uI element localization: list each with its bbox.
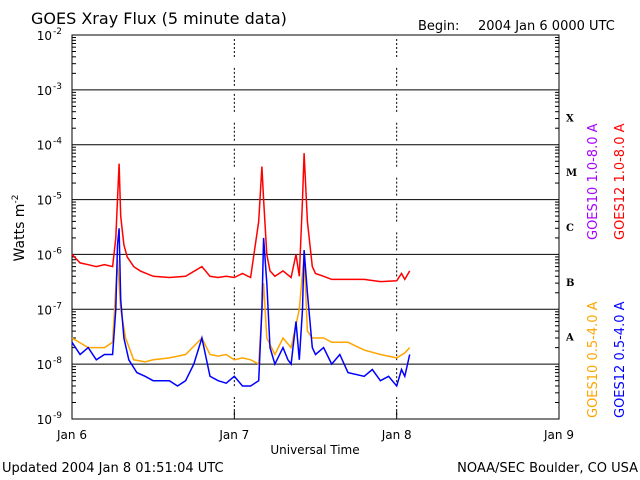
x-tick-label: Jan 8	[381, 428, 412, 442]
series-lines	[71, 153, 411, 388]
y-tick-label: 10	[37, 194, 52, 208]
y-tick-label: 10	[37, 413, 52, 427]
legend-entry: GOES12 1.0-8.0 A	[613, 123, 628, 240]
legend-entry: GOES10 0.5-4.0 A	[586, 301, 601, 418]
footer-credit: NOAA/SEC Boulder, CO USA	[457, 461, 638, 476]
y-tick-label: 10	[37, 84, 52, 98]
flare-class-labels: A B C M X	[565, 113, 577, 343]
y-tick-exponent: -6	[53, 246, 62, 256]
x-axis-label: Universal Time	[270, 443, 359, 457]
y-tick-exponent: -9	[53, 411, 62, 421]
x-tick-label: Jan 6	[56, 428, 87, 442]
day-boundary-marks	[233, 39, 398, 415]
y-tick-exponent: -4	[53, 137, 62, 147]
footer-updated: Updated 2004 Jan 8 01:51:04 UTC	[2, 461, 224, 476]
y-axis-label: Watts m-2	[11, 195, 28, 262]
y-tick-exponent: -8	[53, 356, 62, 366]
x-tick-label: Jan 9	[543, 428, 574, 442]
flare-class-label: X	[566, 113, 574, 124]
flare-class-label: M	[566, 168, 577, 179]
legend: GOES10 1.0-8.0 A GOES12 1.0-8.0 A GOES10 0…	[586, 123, 628, 418]
decade-gridlines	[72, 89, 559, 365]
series-line	[71, 153, 411, 283]
y-tick-exponent: -2	[53, 27, 62, 37]
y-tick-label: 10	[37, 248, 52, 262]
y-tick-label: 10	[37, 358, 52, 372]
y-tick-exponent: -7	[53, 301, 62, 311]
y-axis-ticks: 10-910-810-710-610-510-410-310-2	[37, 27, 559, 427]
flare-class-label: B	[566, 278, 574, 289]
y-tick-label: 10	[37, 29, 52, 43]
begin-label: Begin:	[418, 19, 459, 34]
chart-title: GOES Xray Flux (5 minute data)	[31, 9, 287, 28]
flare-class-label: C	[566, 223, 574, 234]
y-tick-exponent: -3	[53, 82, 62, 92]
legend-entry: GOES12 0.5-4.0 A	[613, 301, 628, 418]
series-line	[71, 228, 411, 388]
legend-entry: GOES10 1.0-8.0 A	[586, 123, 601, 240]
y-tick-exponent: -5	[53, 192, 62, 202]
y-tick-label: 10	[37, 139, 52, 153]
flare-class-label: A	[565, 333, 574, 344]
x-tick-label: Jan 7	[218, 428, 249, 442]
series-line	[71, 254, 411, 366]
plot-frame	[71, 34, 560, 420]
y-tick-label: 10	[37, 303, 52, 317]
begin-value: 2004 Jan 6 0000 UTC	[478, 19, 615, 34]
x-axis-ticks: Jan 6 Jan 7 Jan 8 Jan 9	[56, 411, 574, 442]
